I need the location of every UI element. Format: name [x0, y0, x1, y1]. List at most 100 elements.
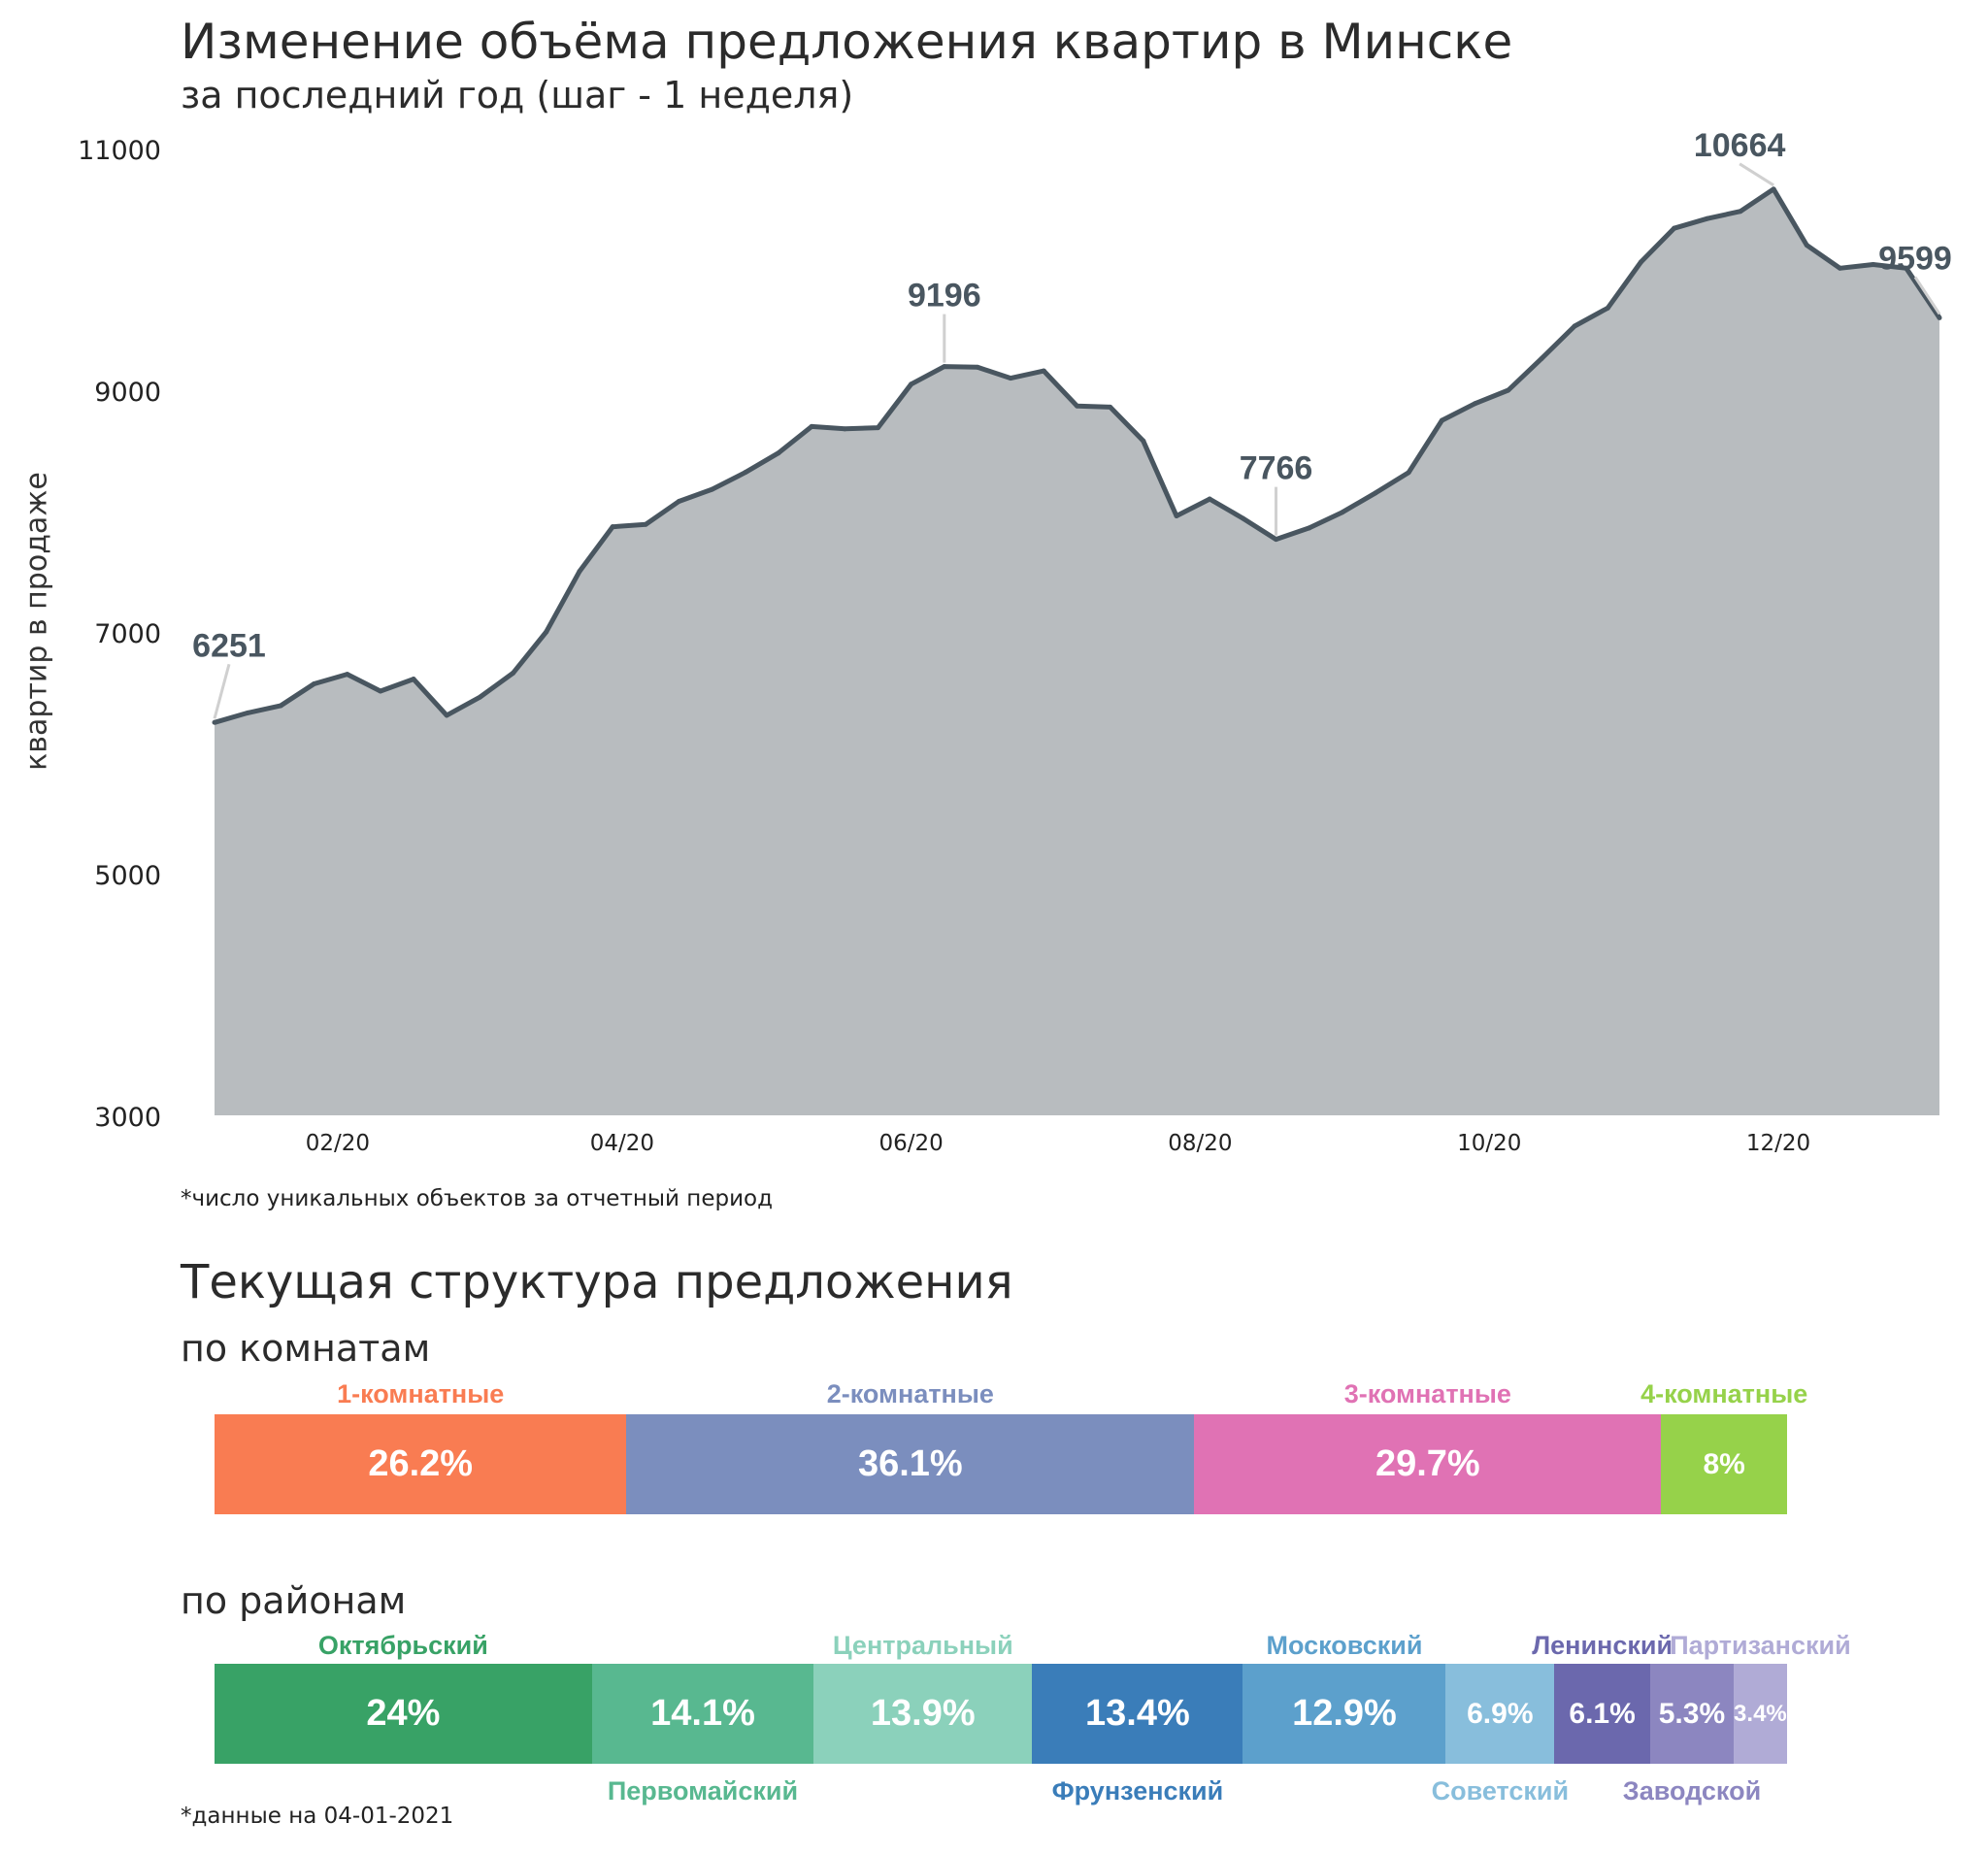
- data-point: [1672, 225, 1677, 231]
- data-point: [212, 719, 217, 725]
- data-point: [511, 670, 516, 676]
- district-percent: 5.3%: [1658, 1697, 1726, 1730]
- y-tick-label: 7000: [94, 619, 161, 649]
- data-point: [1539, 356, 1544, 362]
- data-point: [676, 499, 681, 505]
- data-point: [1904, 265, 1909, 271]
- districts-title: по районам: [181, 1579, 407, 1622]
- rooms-percent: 29.7%: [1375, 1443, 1480, 1484]
- data-point: [1605, 305, 1610, 311]
- chart-subtitle: за последний год (шаг - 1 неделя): [181, 74, 854, 116]
- data-point: [1804, 243, 1809, 248]
- data-point: [1572, 323, 1577, 329]
- district-segment: 6.1%: [1554, 1664, 1650, 1764]
- rooms-label: 3-комнатные: [1343, 1379, 1511, 1408]
- annotation-leader: [1739, 162, 1774, 187]
- x-tick-label: 10/20: [1457, 1131, 1521, 1156]
- data-point: [1240, 515, 1245, 521]
- data-point: [544, 629, 549, 635]
- data-point: [1174, 513, 1179, 518]
- data-point: [1771, 186, 1776, 192]
- data-point: [1274, 537, 1279, 543]
- district-segment: 13.9%: [813, 1664, 1033, 1764]
- data-point: [875, 425, 880, 431]
- data-point: [577, 569, 582, 575]
- district-percent: 24%: [366, 1693, 441, 1734]
- data-point: [743, 470, 748, 476]
- y-tick-label: 11000: [78, 136, 161, 166]
- rooms-segment: 8%: [1661, 1414, 1787, 1514]
- data-point: [345, 672, 350, 678]
- district-label: Центральный: [832, 1631, 1013, 1660]
- data-point: [1439, 417, 1444, 423]
- district-label: Первомайский: [607, 1776, 799, 1805]
- data-point: [477, 694, 482, 700]
- district-percent: 6.1%: [1569, 1697, 1636, 1730]
- data-point: [1008, 376, 1013, 381]
- district-segment: 6.9%: [1445, 1664, 1555, 1764]
- area-chart: 3000 5000 7000 9000 11000 02/20 04/20 06/20 08/2…: [78, 127, 1952, 1156]
- data-point: [1638, 259, 1643, 265]
- area-fill: [215, 188, 1939, 1116]
- y-tick-label: 9000: [94, 378, 161, 408]
- data-point: [643, 521, 648, 527]
- data-point: [1837, 265, 1842, 271]
- data-point: [278, 703, 283, 709]
- data-point: [1307, 525, 1312, 531]
- districts-bar: 24% 14.1% 13.9% 13.4% 12.9% 6.9% 6.1% 5.3% 3.4%: [215, 1664, 1787, 1764]
- data-point: [444, 712, 449, 718]
- rooms-title: по комнатам: [181, 1327, 431, 1370]
- district-label: Ленинский: [1532, 1631, 1673, 1660]
- data-point: [1871, 262, 1876, 268]
- data-point: [942, 364, 947, 370]
- district-percent: 6.9%: [1467, 1697, 1534, 1730]
- rooms-percent: 8%: [1703, 1447, 1745, 1480]
- data-point: [1108, 404, 1113, 410]
- footnote-unique-objects: *число уникальных объектов за отчетный п…: [181, 1186, 774, 1211]
- annotation-label: 7766: [1240, 450, 1313, 487]
- rooms-percent: 36.1%: [857, 1443, 963, 1484]
- annotation-label: 10664: [1694, 127, 1786, 164]
- rooms-segment: 29.7%: [1194, 1414, 1662, 1514]
- data-point: [1937, 315, 1942, 320]
- data-point: [909, 381, 914, 387]
- data-point: [1041, 368, 1046, 374]
- x-tick-label: 08/20: [1168, 1131, 1232, 1156]
- district-percent: 12.9%: [1292, 1693, 1397, 1734]
- district-label: Фрунзенский: [1051, 1776, 1224, 1805]
- data-point: [1473, 401, 1478, 407]
- data-point: [312, 681, 317, 687]
- district-segment: 12.9%: [1242, 1664, 1446, 1764]
- district-percent: 13.9%: [870, 1693, 976, 1734]
- data-point: [975, 364, 980, 370]
- district-segment: 14.1%: [591, 1664, 814, 1764]
- x-tick-label: 12/20: [1746, 1131, 1810, 1156]
- rooms-label: 4-комнатные: [1640, 1379, 1808, 1408]
- data-point: [1506, 387, 1511, 393]
- data-point: [1141, 438, 1146, 444]
- district-percent: 13.4%: [1085, 1693, 1190, 1734]
- data-point: [842, 426, 847, 432]
- rooms-segment: 36.1%: [626, 1414, 1195, 1514]
- data-point: [378, 688, 383, 694]
- district-segment: 5.3%: [1650, 1664, 1734, 1764]
- data-point: [1705, 215, 1710, 221]
- data-point: [1406, 470, 1411, 476]
- district-label: Октябрьский: [317, 1631, 488, 1660]
- annotation-label: 9599: [1878, 240, 1952, 277]
- district-label: Московский: [1266, 1631, 1423, 1660]
- data-point: [1373, 490, 1378, 496]
- data-point: [1075, 403, 1079, 409]
- annotation-leader: [213, 663, 231, 719]
- data-point: [809, 423, 814, 429]
- district-percent: 3.4%: [1734, 1700, 1787, 1727]
- footnote-date: *данные на 04-01-2021: [181, 1804, 454, 1829]
- data-point: [245, 710, 250, 715]
- district-label: Партизанский: [1670, 1631, 1851, 1660]
- data-point: [610, 524, 615, 530]
- x-tick-label: 06/20: [878, 1131, 943, 1156]
- data-point: [1738, 209, 1743, 215]
- district-segment: 24%: [215, 1664, 592, 1764]
- annotation-label: 9196: [908, 278, 981, 315]
- rooms-segment: 26.2%: [215, 1414, 627, 1514]
